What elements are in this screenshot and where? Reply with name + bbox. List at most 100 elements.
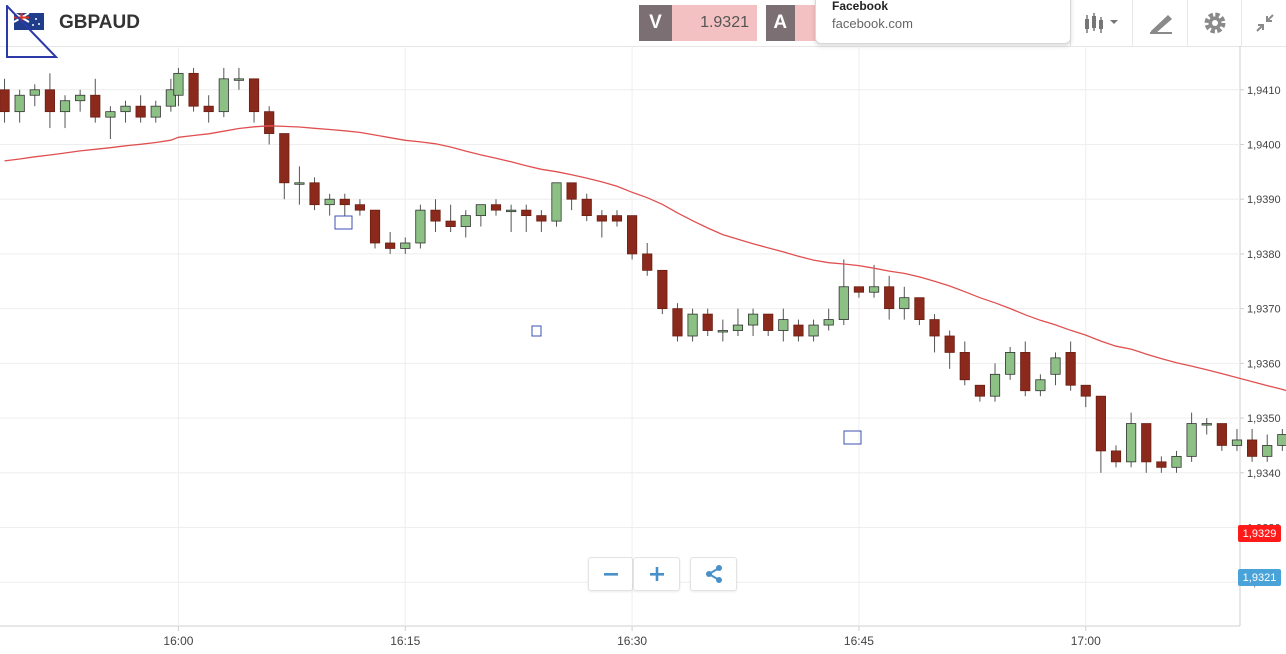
chart-type-button[interactable] (1070, 0, 1133, 46)
candle-body (838, 286, 849, 320)
candle (75, 89, 86, 112)
candle-body (778, 319, 789, 331)
candle (838, 259, 849, 326)
candle (596, 210, 607, 238)
candle (233, 67, 245, 90)
candle (1231, 429, 1243, 451)
candle-body (29, 89, 40, 96)
candle-body (475, 204, 486, 217)
candle (1020, 341, 1031, 397)
candle-body (264, 111, 275, 134)
candle (120, 100, 131, 123)
candle-body (596, 215, 607, 222)
buy-label: A (766, 5, 795, 41)
candle (914, 297, 925, 326)
candle-body (1186, 423, 1197, 457)
share-icon (705, 565, 722, 583)
candle-body (551, 182, 562, 222)
candle-body (1050, 357, 1061, 375)
candle-body (1141, 423, 1152, 463)
candle (324, 193, 335, 216)
candle (203, 95, 214, 123)
y-tick-label: 1,9370 (1247, 304, 1281, 316)
trade-marker[interactable] (334, 215, 353, 230)
sell-label: V (639, 5, 672, 41)
candle (475, 204, 486, 227)
y-axis-ticks: 1,9410 1,9400 1,9390 1,9380 1,9370 1,9360 1,93… (1240, 85, 1281, 589)
candle (150, 100, 161, 123)
sell-price: 1.9321 (672, 5, 757, 41)
candle-body (1262, 445, 1273, 457)
popup-url[interactable]: facebook.com (832, 16, 913, 31)
link-preview-popup[interactable]: Facebook facebook.com (815, 0, 1071, 44)
moving-average-line (4, 125, 1286, 392)
candle-body (279, 133, 290, 184)
candle (627, 215, 638, 260)
candle-body (506, 209, 517, 213)
candle (899, 286, 910, 320)
trade-marker[interactable] (843, 430, 862, 445)
candle (747, 308, 759, 336)
candle-body (59, 100, 71, 113)
candle-body (914, 297, 925, 320)
candle-body (309, 182, 320, 206)
candle-body (536, 215, 547, 222)
collapse-icon (1255, 14, 1274, 32)
drawing-tools-button[interactable] (1132, 0, 1188, 46)
candle-body (165, 89, 176, 107)
candle-body (430, 209, 441, 222)
candle-body (445, 220, 456, 227)
collapse-button[interactable] (1241, 0, 1286, 46)
candle-body (566, 182, 577, 200)
candle-body (521, 209, 532, 217)
candle-body (944, 335, 955, 353)
zoom-in-button[interactable] (633, 557, 680, 591)
candle (611, 210, 623, 227)
trade-markers (334, 215, 862, 445)
candle-body (324, 198, 335, 206)
candle (778, 308, 789, 342)
candle (173, 67, 184, 107)
candle-body (135, 105, 146, 118)
top-toolbar: GBPAUD V 1.9321 A (0, 0, 1286, 47)
settings-button[interactable] (1187, 0, 1242, 46)
candle (944, 330, 955, 369)
drawing-tools-icon (1149, 15, 1172, 34)
candle (657, 269, 668, 315)
candle (763, 313, 774, 336)
candle (732, 308, 744, 336)
candle-body (173, 72, 184, 96)
candle (460, 210, 471, 238)
candle-body (642, 253, 653, 271)
candle (929, 314, 940, 353)
share-button[interactable] (690, 557, 737, 591)
candle-body (248, 78, 260, 113)
candle-body (369, 209, 381, 244)
x-tick-label: 16:30 (617, 634, 647, 648)
candle-body (687, 313, 698, 337)
instrument-symbol: GBPAUD (59, 12, 140, 33)
candle (823, 308, 834, 331)
candle-body (959, 352, 970, 381)
candle (1035, 374, 1046, 397)
candle (385, 232, 396, 254)
trade-marker[interactable] (531, 325, 542, 337)
sell-button[interactable]: V 1.9321 (639, 5, 757, 41)
y-tick-label: 1,9360 (1247, 358, 1281, 370)
candle (1247, 429, 1258, 462)
candle (188, 67, 199, 112)
candle-body (1080, 384, 1091, 397)
candle (702, 308, 713, 336)
candle-body (385, 242, 396, 249)
candle (1065, 341, 1076, 391)
candle (1095, 395, 1106, 473)
candle (0, 78, 10, 123)
candle (1262, 434, 1273, 462)
moving-average-price-tag: 1,9329 (1238, 525, 1281, 542)
candle-body (627, 215, 638, 255)
candle (1141, 423, 1152, 473)
y-tick-label: 1,9340 (1247, 468, 1281, 480)
candle (793, 319, 804, 342)
zoom-out-button[interactable] (588, 557, 633, 591)
candle-body (75, 94, 86, 102)
